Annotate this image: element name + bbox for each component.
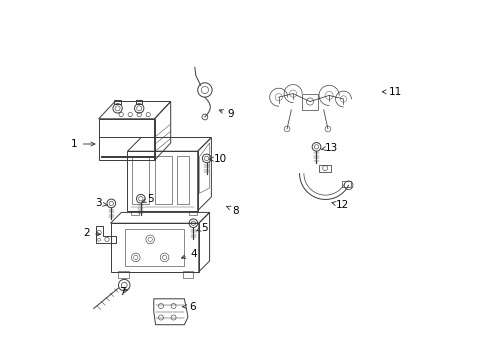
Text: 4: 4 bbox=[181, 249, 197, 259]
Text: 1: 1 bbox=[71, 139, 95, 149]
Text: 11: 11 bbox=[382, 87, 402, 97]
Text: 12: 12 bbox=[331, 200, 348, 210]
Text: 7: 7 bbox=[119, 287, 128, 297]
Text: 8: 8 bbox=[226, 206, 238, 216]
Text: 5: 5 bbox=[142, 194, 154, 204]
Text: 10: 10 bbox=[209, 154, 226, 164]
Text: 3: 3 bbox=[95, 198, 107, 208]
Text: 13: 13 bbox=[321, 143, 338, 153]
Text: 9: 9 bbox=[219, 109, 234, 120]
Text: 2: 2 bbox=[83, 228, 100, 238]
Text: 6: 6 bbox=[183, 302, 195, 312]
Text: 5: 5 bbox=[196, 222, 208, 233]
